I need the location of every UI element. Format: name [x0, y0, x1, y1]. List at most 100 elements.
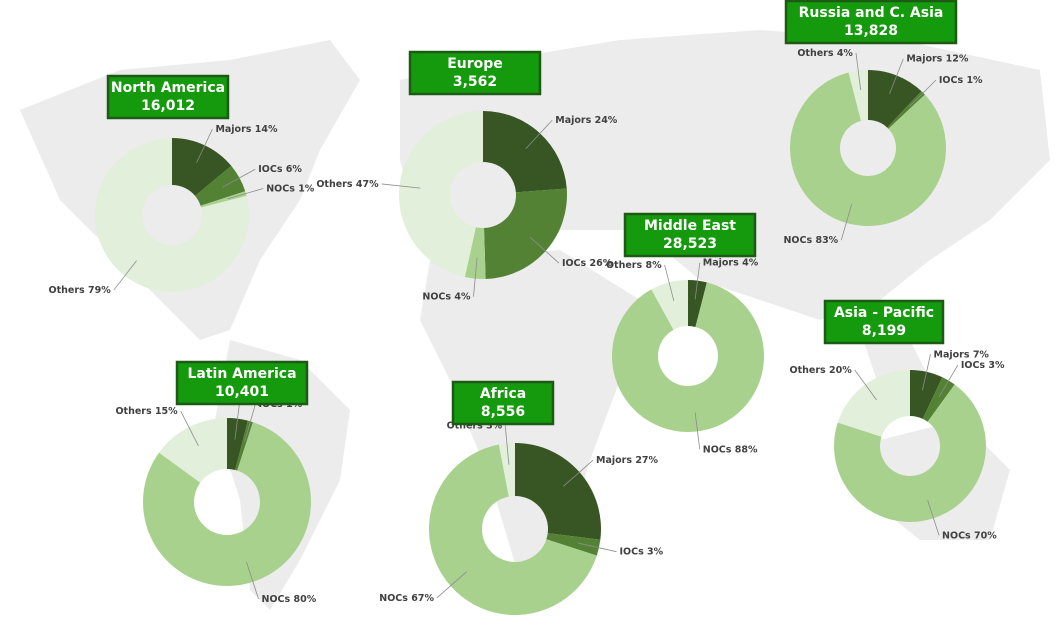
leader-line	[840, 204, 853, 241]
title-box	[451, 380, 555, 426]
data-label: NOCs 70%	[942, 530, 997, 541]
title-box	[106, 74, 230, 120]
leader-line	[577, 542, 617, 553]
category-label: Majors	[215, 124, 251, 135]
category-label: Others	[790, 364, 827, 375]
data-label: Others 47%	[316, 178, 379, 189]
leader-line	[664, 264, 675, 301]
leader-line	[694, 262, 701, 300]
region-total: 16,012	[141, 98, 195, 114]
data-label: NOCs 88%	[703, 444, 758, 455]
value-label: 26%	[590, 258, 613, 269]
donut-slice	[837, 370, 910, 437]
region-total: 28,523	[663, 236, 717, 252]
data-label: NOCs 83%	[783, 235, 838, 246]
title-box	[823, 299, 945, 345]
region-title: North America	[111, 80, 225, 96]
region-title: Russia and C. Asia	[799, 5, 944, 21]
data-label: Others 79%	[49, 285, 112, 296]
donut-slice	[834, 384, 987, 522]
category-label: Others	[447, 420, 484, 431]
data-label: IOCs 26%	[562, 258, 613, 269]
donut-slice	[868, 70, 922, 128]
donut-slice	[498, 443, 515, 497]
donut-slice	[546, 533, 601, 556]
data-label: Majors 24%	[555, 115, 618, 126]
donut-slice	[484, 188, 567, 279]
leader-line	[889, 58, 904, 94]
donut-slice	[515, 443, 601, 540]
category-label: NOCs	[379, 592, 408, 603]
title-box	[784, 0, 958, 45]
donut-slice	[651, 280, 688, 330]
region-title: Europe	[447, 56, 503, 72]
value-label: 70%	[974, 530, 997, 541]
category-label: IOCs	[258, 164, 283, 175]
data-label: Majors 12%	[906, 53, 969, 64]
data-label: Others 4%	[797, 47, 853, 58]
value-label: 1%	[966, 75, 983, 86]
data-label: IOCs 1%	[939, 75, 983, 86]
leader-line	[473, 257, 478, 297]
category-label: Others	[797, 47, 834, 58]
leader-line	[196, 128, 213, 163]
category-label: NOCs	[266, 183, 295, 194]
data-label: IOCs 3%	[619, 546, 663, 557]
leader-line	[563, 459, 594, 487]
leader-line	[529, 236, 560, 264]
leader-line	[180, 410, 199, 447]
category-label: IOCs	[619, 546, 644, 557]
leader-line	[855, 52, 862, 91]
value-label: 3%	[486, 420, 503, 431]
donut-slice	[848, 70, 868, 121]
donut-slice	[922, 377, 955, 422]
value-label: 47%	[356, 178, 379, 189]
title-box	[175, 360, 309, 406]
value-label: 8%	[645, 259, 662, 270]
donut-slice	[464, 227, 486, 279]
data-label: IOCs 6%	[258, 164, 302, 175]
region-total: 10,401	[215, 384, 269, 400]
category-label: IOCs	[562, 258, 587, 269]
category-label: Majors	[906, 53, 942, 64]
value-label: 80%	[293, 594, 316, 605]
leader-line	[244, 403, 256, 442]
leader-line	[938, 364, 959, 398]
category-label: Majors	[555, 115, 591, 126]
data-label: NOCs 1%	[266, 183, 315, 194]
region-total: 3,562	[453, 74, 497, 90]
category-label: NOCs	[422, 291, 451, 302]
value-label: 20%	[829, 364, 852, 375]
leader-line	[922, 354, 931, 391]
donut-slice	[159, 418, 227, 483]
title-box	[623, 212, 757, 258]
category-label: Majors	[596, 455, 632, 466]
data-label: NOCs 80%	[262, 594, 317, 605]
leader-line	[381, 183, 421, 189]
value-label: 4%	[837, 47, 854, 58]
category-label: Majors	[703, 257, 739, 268]
value-label: 7%	[973, 349, 990, 360]
leader-line	[246, 561, 259, 600]
value-label: 4%	[742, 257, 759, 268]
data-label: Others 8%	[606, 259, 662, 270]
donut-slice	[688, 280, 707, 327]
category-label: Others	[49, 285, 86, 296]
category-label: Majors	[934, 349, 970, 360]
donut-slice	[398, 111, 483, 278]
donut-slice	[428, 444, 597, 615]
data-label: Majors 14%	[215, 124, 278, 135]
category-label: NOCs	[942, 530, 971, 541]
data-label: Majors 27%	[596, 455, 659, 466]
data-label: Others 3%	[447, 420, 503, 431]
value-label: 15%	[155, 406, 178, 417]
value-label: 6%	[286, 164, 303, 175]
region-title: Africa	[480, 386, 526, 402]
data-label: Others 15%	[115, 406, 178, 417]
value-label: 88%	[735, 444, 758, 455]
region-total: 8,199	[862, 323, 906, 339]
donut-slice	[483, 111, 567, 193]
region-title: Latin America	[187, 366, 296, 382]
value-label: 1%	[298, 183, 315, 194]
